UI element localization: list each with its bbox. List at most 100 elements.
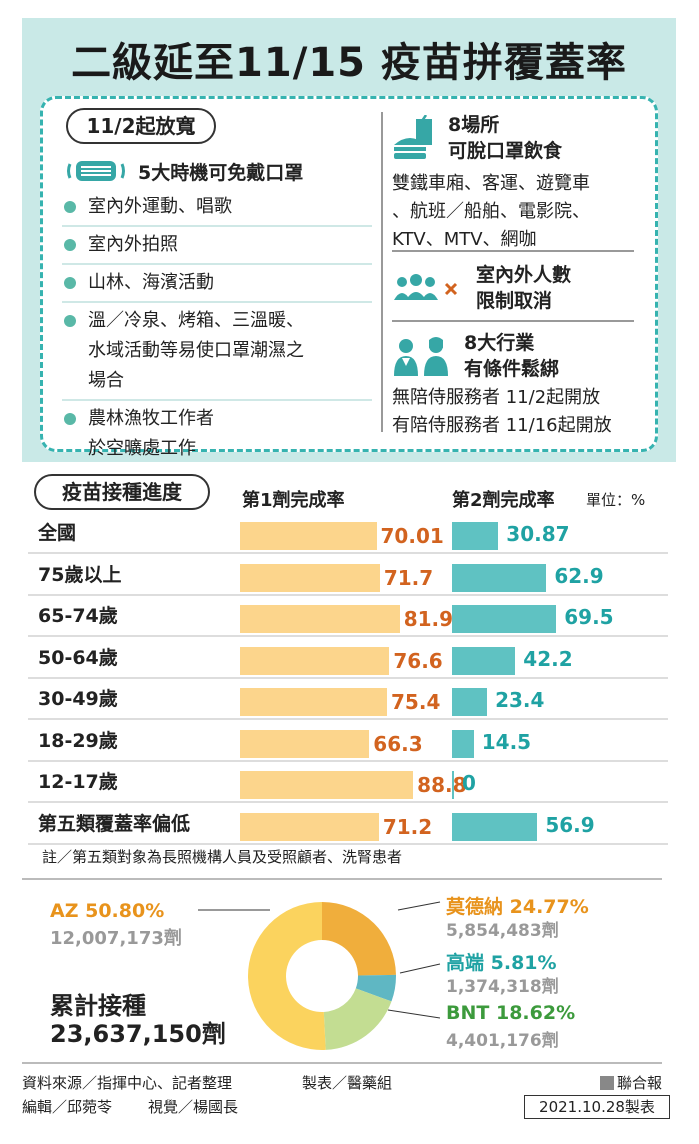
dose2-bar <box>452 522 499 550</box>
az-pct: 50.80% <box>85 900 165 922</box>
dose1-value: 71.7 <box>383 565 434 590</box>
bnt-pct: 18.62% <box>495 1002 576 1024</box>
divider <box>392 320 634 322</box>
list-item: 室內外運動、唱歌 <box>62 192 372 227</box>
dose1-value: 70.01 <box>380 524 444 548</box>
industry-title-2: 有條件鬆綁 <box>464 358 560 380</box>
row-label: 全國 <box>38 522 77 544</box>
eat-title-1: 8場所 <box>448 114 500 136</box>
dose1-bar <box>240 522 377 550</box>
people-title-1: 室內外人數 <box>476 264 572 286</box>
list-item-text: 水域活動等易使口罩潮濕之 <box>88 340 304 361</box>
square-icon <box>600 1075 614 1090</box>
table-row: 30-49歲 75.4 23.4 <box>28 680 668 720</box>
table-row: 75歲以上 71.7 62.9 <box>28 556 668 596</box>
dose2-value: 14.5 <box>481 729 532 754</box>
table-row: 全國 70.01 30.87 <box>28 514 668 554</box>
mask-header: 5大時機可免戴口罩 <box>66 156 303 186</box>
industry-line: 無陪侍服務者 11/2起開放 <box>392 387 601 408</box>
dose2-bar <box>452 563 547 592</box>
row-label: 18-29歲 <box>38 729 118 752</box>
moderna-doses: 5,854,483劑 <box>446 921 559 941</box>
az-label: AZ 50.80% <box>50 900 164 922</box>
dose1-header: 第1劑完成率 <box>242 490 345 511</box>
people-limit-section: 室內外人數 限制取消 <box>392 262 644 314</box>
table-row: 18-29歲 66.3 14.5 <box>28 722 668 762</box>
dose1-value: 66.3 <box>373 731 423 756</box>
moderna-pct: 24.77% <box>509 896 589 918</box>
people-cross-icon <box>394 274 458 300</box>
eating-places-section: 8場所 可脫口罩飲食 雙鐵車廂、客運、遊覽車 、航班／船舶、電影院、 KTV、M… <box>392 112 644 254</box>
industry-title-1: 8大行業 <box>464 332 535 354</box>
eat-place-line: KTV、MTV、網咖 <box>392 229 537 250</box>
dose2-value: 56.9 <box>545 812 595 837</box>
table-row: 12-17歲 88.8 0 <box>28 763 668 803</box>
row-label: 30-49歲 <box>38 688 118 710</box>
dose1-bar <box>240 771 414 799</box>
table-row: 50-64歲 76.6 42.2 <box>28 639 668 679</box>
people-title-2: 限制取消 <box>476 290 553 312</box>
dose2-value: 69.5 <box>564 605 614 629</box>
list-item: 室內外拍照 <box>62 230 372 265</box>
list-item: 山林、海濱活動 <box>62 268 372 303</box>
eat-place-line: 、航班／船舶、電影院、 <box>392 201 590 222</box>
dose1-bar <box>240 605 400 633</box>
dose1-value: 75.4 <box>391 690 441 714</box>
list-item: 溫／冷泉、烤箱、三溫暖、 水域活動等易使口罩潮濕之 場合 <box>62 306 372 401</box>
industry-line: 有陪侍服務者 11/16起開放 <box>392 415 612 436</box>
dose2-header: 第2劑完成率 <box>452 490 555 511</box>
donut-slice <box>248 902 326 1050</box>
food-drink-icon <box>394 115 432 159</box>
row-label: 75歲以上 <box>38 563 122 586</box>
bullet-icon <box>64 239 76 251</box>
bullet-icon <box>64 413 76 425</box>
leader-line <box>387 1009 441 1019</box>
list-item-text: 場合 <box>88 370 124 391</box>
list-item-text: 溫／冷泉、烤箱、三溫暖、 <box>88 310 304 331</box>
dose1-value: 76.6 <box>393 648 443 673</box>
release-box <box>40 96 658 452</box>
medigen-pct: 5.81% <box>490 952 557 974</box>
table-row: 65-74歲 81.9 69.5 <box>28 597 668 637</box>
page-title: 二級延至11/15 疫苗拼覆蓋率 <box>71 40 627 86</box>
mask-exemption-list: 室內外運動、唱歌 室內外拍照 山林、海濱活動 溫／冷泉、烤箱、三溫暖、 水域活動… <box>62 192 372 470</box>
row-label: 12-17歲 <box>38 771 118 793</box>
dose2-value: 0 <box>462 771 476 795</box>
list-item-text: 農林漁牧工作者 <box>88 408 214 429</box>
eat-place-line: 雙鐵車廂、客運、遊覽車 <box>392 173 590 194</box>
dose2-value: 30.87 <box>506 522 570 546</box>
donut-chart <box>198 901 441 1050</box>
dose2-bar <box>452 646 516 675</box>
unit-label: 單位：% <box>586 491 646 509</box>
visual-credit: 視覺／楊國長 <box>148 1098 239 1116</box>
donut-slice <box>355 974 396 1002</box>
dose1-bar <box>240 729 370 758</box>
medigen-label: 高端 5.81% <box>446 948 557 975</box>
made-credit: 製表／醫藥組 <box>302 1074 393 1092</box>
list-item-text: 室內外運動、唱歌 <box>88 196 232 217</box>
chart-note: 註／第五類對象為長照機構人員及受照顧者、洗腎患者 <box>42 848 403 866</box>
donut-slice <box>322 902 396 976</box>
dose2-value: 42.2 <box>523 646 573 671</box>
dose1-value: 88.8 <box>417 773 467 797</box>
bullet-icon <box>64 277 76 289</box>
release-date-pill: 11/2起放寬 <box>66 108 216 144</box>
dose1-bar <box>240 646 390 675</box>
dose2-bar <box>452 812 538 841</box>
mask-header-label: 5大時機可免戴口罩 <box>138 161 304 184</box>
service-staff-icon <box>394 337 448 376</box>
dose2-bar <box>452 729 474 758</box>
total-doses: 23,637,150劑 <box>50 1020 226 1048</box>
bullet-icon <box>64 201 76 213</box>
bnt-label: BNT 18.62% <box>446 1002 575 1024</box>
dose1-bar <box>240 688 388 716</box>
dose1-bar <box>240 812 379 841</box>
publisher-credit: 聯合報 <box>600 1072 662 1093</box>
progress-title-pill: 疫苗接種進度 <box>34 474 210 510</box>
row-label: 65-74歲 <box>38 605 118 627</box>
table-row: 第五類覆蓋率偏低 71.2 56.9 <box>28 805 668 845</box>
leader-line <box>399 963 441 974</box>
eat-title-2: 可脫口罩飲食 <box>448 140 563 162</box>
divider <box>22 878 662 880</box>
column-divider <box>381 112 383 432</box>
